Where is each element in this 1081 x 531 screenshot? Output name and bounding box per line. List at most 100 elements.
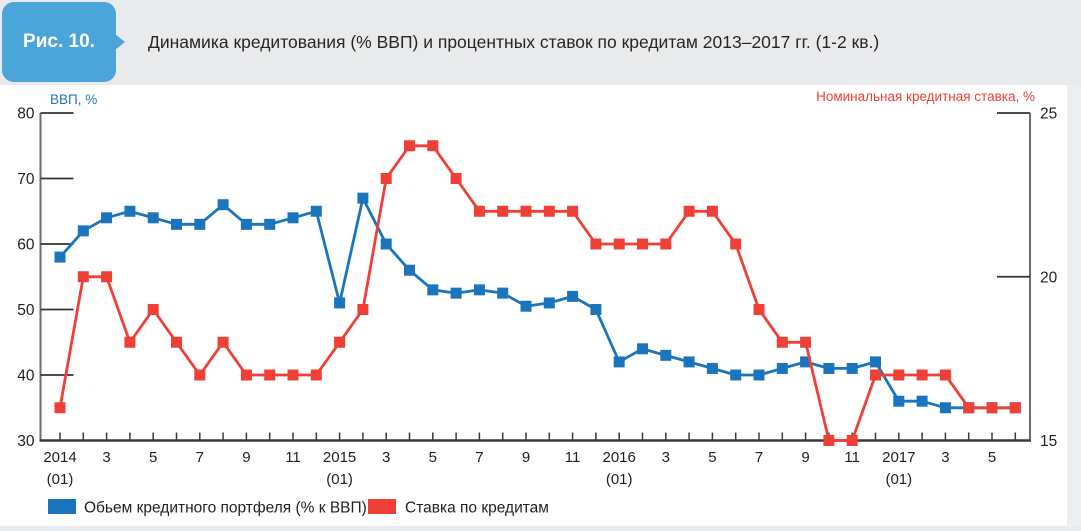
data-point-marker [497,287,509,299]
data-point-marker [893,369,905,381]
data-point-marker [846,362,858,374]
data-point-marker [54,402,66,414]
data-point-marker [543,205,555,217]
x-axis-tick-label: 3 [102,449,110,466]
data-point-marker [776,362,788,374]
x-axis-tick-label: 9 [522,449,530,466]
data-point-marker [334,336,346,348]
data-point-marker [683,356,695,368]
data-point-marker [450,173,462,184]
legend-label-1: Ставка по кредитам [405,500,549,517]
data-point-marker [730,238,742,250]
legend-swatch-1 [368,499,396,514]
x-axis-tick-label: 2014 [43,449,76,466]
data-point-marker [124,336,136,348]
data-point-marker [240,218,252,230]
data-point-marker [171,336,182,348]
data-point-marker [800,336,812,348]
figure-number-badge: Рис. 10. [2,2,125,82]
data-point-marker [101,271,113,283]
data-point-marker [404,264,415,276]
data-point-marker [916,369,928,381]
data-point-marker [846,435,858,446]
data-point-marker [287,369,299,381]
data-point-marker [823,435,835,446]
data-point-marker [776,336,788,348]
data-point-marker [147,304,159,315]
x-axis-tick-label: 11 [565,449,581,466]
figure-number-label: Рис. 10. [23,31,95,52]
data-point-marker [870,356,881,368]
left-axis-title: ВВП, % [50,92,97,107]
data-point-marker [287,212,299,224]
data-point-marker [357,192,369,204]
x-axis-tick-label: 5 [988,449,996,466]
x-axis-tick-label: 11 [844,449,860,466]
left-axis-tick-label: 50 [17,302,35,319]
data-point-marker [217,336,229,348]
data-point-marker [939,369,951,381]
data-point-marker [380,173,392,184]
right-axis-tick-label: 15 [1040,433,1057,450]
data-point-marker [450,287,462,299]
data-point-marker [613,238,625,250]
x-axis-tick-sublabel: (01) [47,471,74,488]
data-point-marker [730,369,742,381]
left-axis-tick-label: 80 [17,106,35,123]
x-axis-tick-label: 2017 [882,449,915,466]
data-point-marker [823,362,835,374]
right-axis-tick-label: 25 [1040,106,1057,123]
left-axis-tick-label: 30 [17,433,35,450]
data-point-marker [310,369,322,381]
data-point-marker [613,356,625,368]
data-point-marker [1009,402,1021,414]
data-point-marker [590,238,602,250]
x-axis-tick-label: 5 [149,449,157,466]
data-point-marker [194,369,206,381]
data-point-marker [147,212,159,224]
x-axis-tick-label: 7 [475,449,483,466]
data-point-marker [567,290,579,302]
x-axis-tick-sublabel: (01) [885,471,912,488]
data-point-marker [497,205,509,217]
data-point-marker [54,251,66,263]
left-axis-tick-label: 60 [17,237,35,254]
data-point-marker [380,238,392,250]
data-point-marker [310,205,322,217]
legend-label-0: Обьем кредитного портфеля (% к ВВП) [84,500,367,517]
data-point-marker [683,205,695,217]
data-point-marker [357,304,369,315]
x-axis-tick-label: 2015 [323,449,356,466]
left-axis-tick-label: 40 [17,368,35,385]
x-axis-tick-label: 11 [285,449,301,466]
data-point-marker [567,205,579,217]
data-point-marker [706,362,718,374]
data-point-marker [520,300,532,312]
data-point-marker [240,369,252,381]
x-axis-tick-label: 7 [755,449,763,466]
legend-swatch-0 [48,499,76,514]
data-point-marker [473,284,485,296]
series-line-1 [58,144,1017,442]
right-axis-title: Номинальная кредитная ставка, % [816,89,1035,104]
data-point-marker [660,349,672,361]
x-axis-tick-label: 3 [382,449,390,466]
left-axis-tick-label: 70 [17,171,35,188]
data-point-marker [753,304,765,315]
x-axis-tick-label: 2016 [603,449,636,466]
data-point-marker [706,205,718,217]
x-axis-tick-label: 5 [708,449,716,466]
data-point-marker [427,284,439,296]
data-point-marker [194,218,206,230]
figure-header: Рис. 10. Динамика кредитования (% ВВП) и… [0,0,1081,85]
data-point-marker [800,356,812,368]
x-axis-tick-sublabel: (01) [606,471,633,488]
data-point-marker [124,205,136,217]
x-axis-tick-label: 9 [801,449,809,466]
badge-pointer-icon [115,34,125,50]
data-point-marker [334,297,346,309]
data-point-marker [264,369,276,381]
data-point-marker [660,238,672,250]
data-point-marker [427,140,439,152]
data-point-marker [520,205,532,217]
